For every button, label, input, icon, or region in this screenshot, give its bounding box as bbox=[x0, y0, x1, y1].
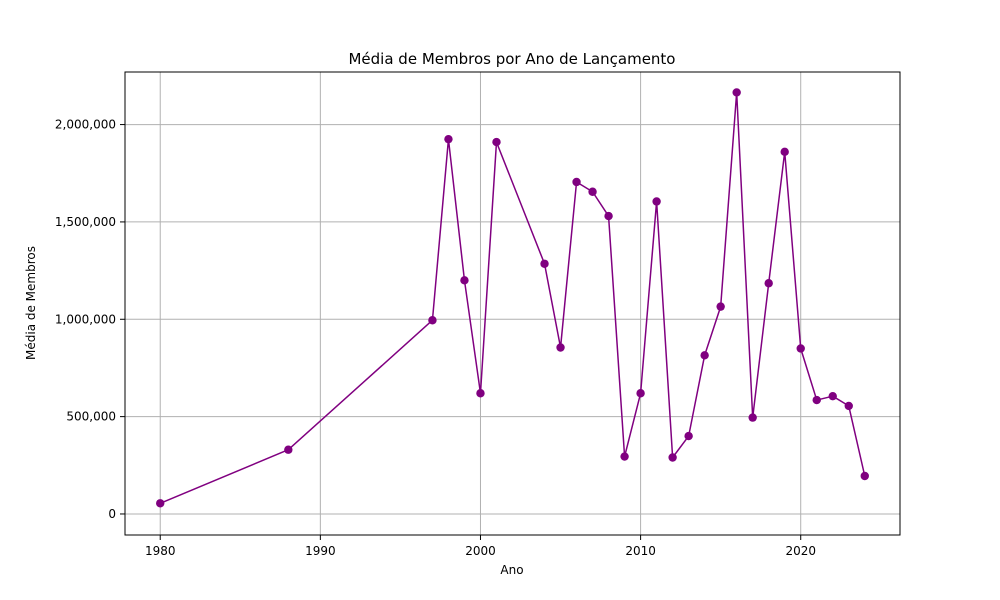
chart-title: Média de Membros por Ano de Lançamento bbox=[348, 50, 675, 68]
data-point bbox=[588, 187, 597, 196]
y-tick-label: 2,000,000 bbox=[55, 118, 116, 132]
y-axis: 0 500,000 1,000,000 1,500,000 2,000,000 bbox=[55, 118, 125, 521]
data-point bbox=[844, 401, 853, 411]
data-point bbox=[492, 137, 501, 147]
data-point bbox=[572, 177, 581, 187]
data-point bbox=[636, 389, 645, 398]
data-point bbox=[668, 453, 677, 462]
x-axis: 1980 1990 2000 2010 2020 bbox=[145, 535, 816, 558]
data-point bbox=[860, 471, 869, 481]
data-point bbox=[604, 211, 613, 221]
x-tick-label: 1980 bbox=[145, 544, 176, 558]
x-axis-label: Ano bbox=[500, 563, 523, 577]
data-point bbox=[716, 302, 725, 311]
y-tick-label: 1,000,000 bbox=[55, 312, 116, 326]
data-point bbox=[540, 259, 549, 268]
data-point bbox=[812, 395, 821, 405]
data-point bbox=[748, 413, 757, 422]
data-point bbox=[732, 88, 741, 97]
plot-frame bbox=[124, 71, 901, 536]
data-point bbox=[476, 389, 485, 398]
data-point bbox=[428, 316, 437, 325]
data-point bbox=[828, 391, 837, 401]
data-point bbox=[284, 445, 293, 454]
x-tick-label: 1990 bbox=[305, 544, 336, 558]
y-axis-label: Média de Membros bbox=[24, 246, 38, 360]
grid bbox=[125, 72, 900, 535]
x-tick-label: 2010 bbox=[625, 544, 656, 558]
data-point bbox=[796, 344, 805, 353]
data-point bbox=[780, 147, 789, 157]
data-point bbox=[684, 431, 693, 441]
data-point bbox=[700, 351, 709, 360]
y-tick-label: 1,500,000 bbox=[55, 215, 116, 229]
data-point bbox=[764, 279, 773, 288]
y-tick-label: 0 bbox=[108, 507, 116, 521]
y-tick-label: 500,000 bbox=[66, 410, 116, 424]
data-point bbox=[444, 134, 453, 144]
x-tick-label: 2020 bbox=[785, 544, 816, 558]
data-point bbox=[652, 197, 661, 206]
series-line bbox=[159, 91, 866, 504]
data-point bbox=[620, 452, 629, 461]
x-tick-label: 2000 bbox=[465, 544, 496, 558]
data-point bbox=[156, 499, 165, 508]
series-layer bbox=[156, 88, 869, 508]
data-point bbox=[460, 276, 469, 285]
data-point bbox=[556, 343, 565, 352]
